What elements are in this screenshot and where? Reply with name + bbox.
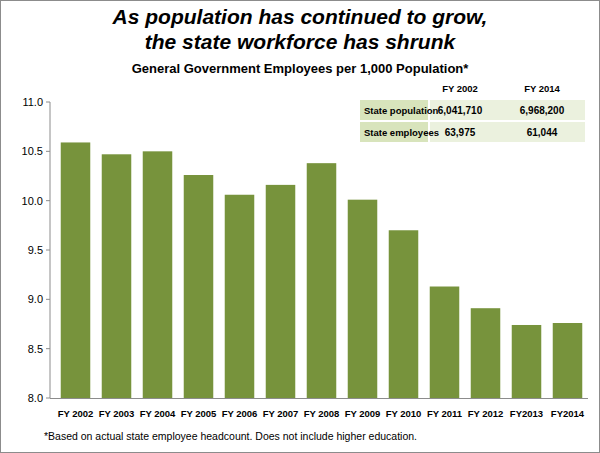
y-tick-label: 11.0 xyxy=(22,96,43,108)
y-tick-label: 8.5 xyxy=(28,343,43,355)
bar xyxy=(348,200,378,398)
x-tick-label: FY 2002 xyxy=(58,408,94,419)
y-axis xyxy=(50,102,51,398)
bar xyxy=(389,230,419,398)
table-cell: 61,044 xyxy=(527,127,558,138)
x-tick-label: FY 2010 xyxy=(386,408,422,419)
x-tick-label: FY 2009 xyxy=(345,408,381,419)
y-tick-label: 9.5 xyxy=(28,244,43,256)
y-tick xyxy=(46,102,50,103)
bar xyxy=(184,175,214,398)
table-header: FY 2014 xyxy=(524,83,560,94)
title: As population has continued to grow,the … xyxy=(112,5,488,53)
x-axis xyxy=(50,398,588,399)
x-tick-label: FY2014 xyxy=(551,408,585,419)
bar xyxy=(143,151,173,398)
x-tick-label: FY 2006 xyxy=(222,408,258,419)
table-cell-bg xyxy=(430,122,585,142)
bar xyxy=(225,195,255,398)
y-tick-label: 10.5 xyxy=(22,145,43,157)
y-tick-label: 8.0 xyxy=(28,392,43,404)
bar xyxy=(61,142,91,398)
x-tick-label: FY 2012 xyxy=(468,408,504,419)
x-tick-label: FY 2003 xyxy=(99,408,135,419)
x-tick-label: FY2013 xyxy=(510,408,543,419)
bars xyxy=(61,142,583,398)
x-tick-label: FY 2004 xyxy=(140,408,176,419)
x-tick-label: FY 2008 xyxy=(304,408,340,419)
y-tick xyxy=(46,299,50,300)
subtitle: General Government Employees per 1,000 P… xyxy=(132,61,470,76)
frame xyxy=(1,1,600,453)
table-cell: State population xyxy=(364,105,439,116)
y-tick xyxy=(46,348,50,349)
table-cell-bg xyxy=(430,100,585,120)
x-tick-label: FY 2005 xyxy=(181,408,217,419)
table-cell: 63,975 xyxy=(445,127,476,138)
bar xyxy=(512,325,542,398)
y-tick xyxy=(46,200,50,201)
bar xyxy=(102,154,132,398)
x-tick-label: FY 2007 xyxy=(263,408,299,419)
table-header: FY 2002 xyxy=(442,83,478,94)
chart: As population has continued to grow,the … xyxy=(0,0,600,453)
bar xyxy=(307,163,337,398)
x-tick-label: FY 2011 xyxy=(427,408,463,419)
bar xyxy=(430,287,460,398)
table-cell: 6,968,200 xyxy=(520,105,565,116)
y-tick xyxy=(46,151,50,152)
table-cell: 6,041,710 xyxy=(438,105,483,116)
footnote: *Based on actual state employee headcoun… xyxy=(44,430,417,442)
y-tick xyxy=(46,398,50,399)
bar xyxy=(266,185,296,398)
table-cell: State employees xyxy=(364,127,439,138)
y-tick-label: 9.0 xyxy=(28,293,43,305)
bar xyxy=(553,323,583,398)
y-tick-label: 10.0 xyxy=(22,195,43,207)
y-tick xyxy=(46,250,50,251)
bar xyxy=(471,308,501,398)
